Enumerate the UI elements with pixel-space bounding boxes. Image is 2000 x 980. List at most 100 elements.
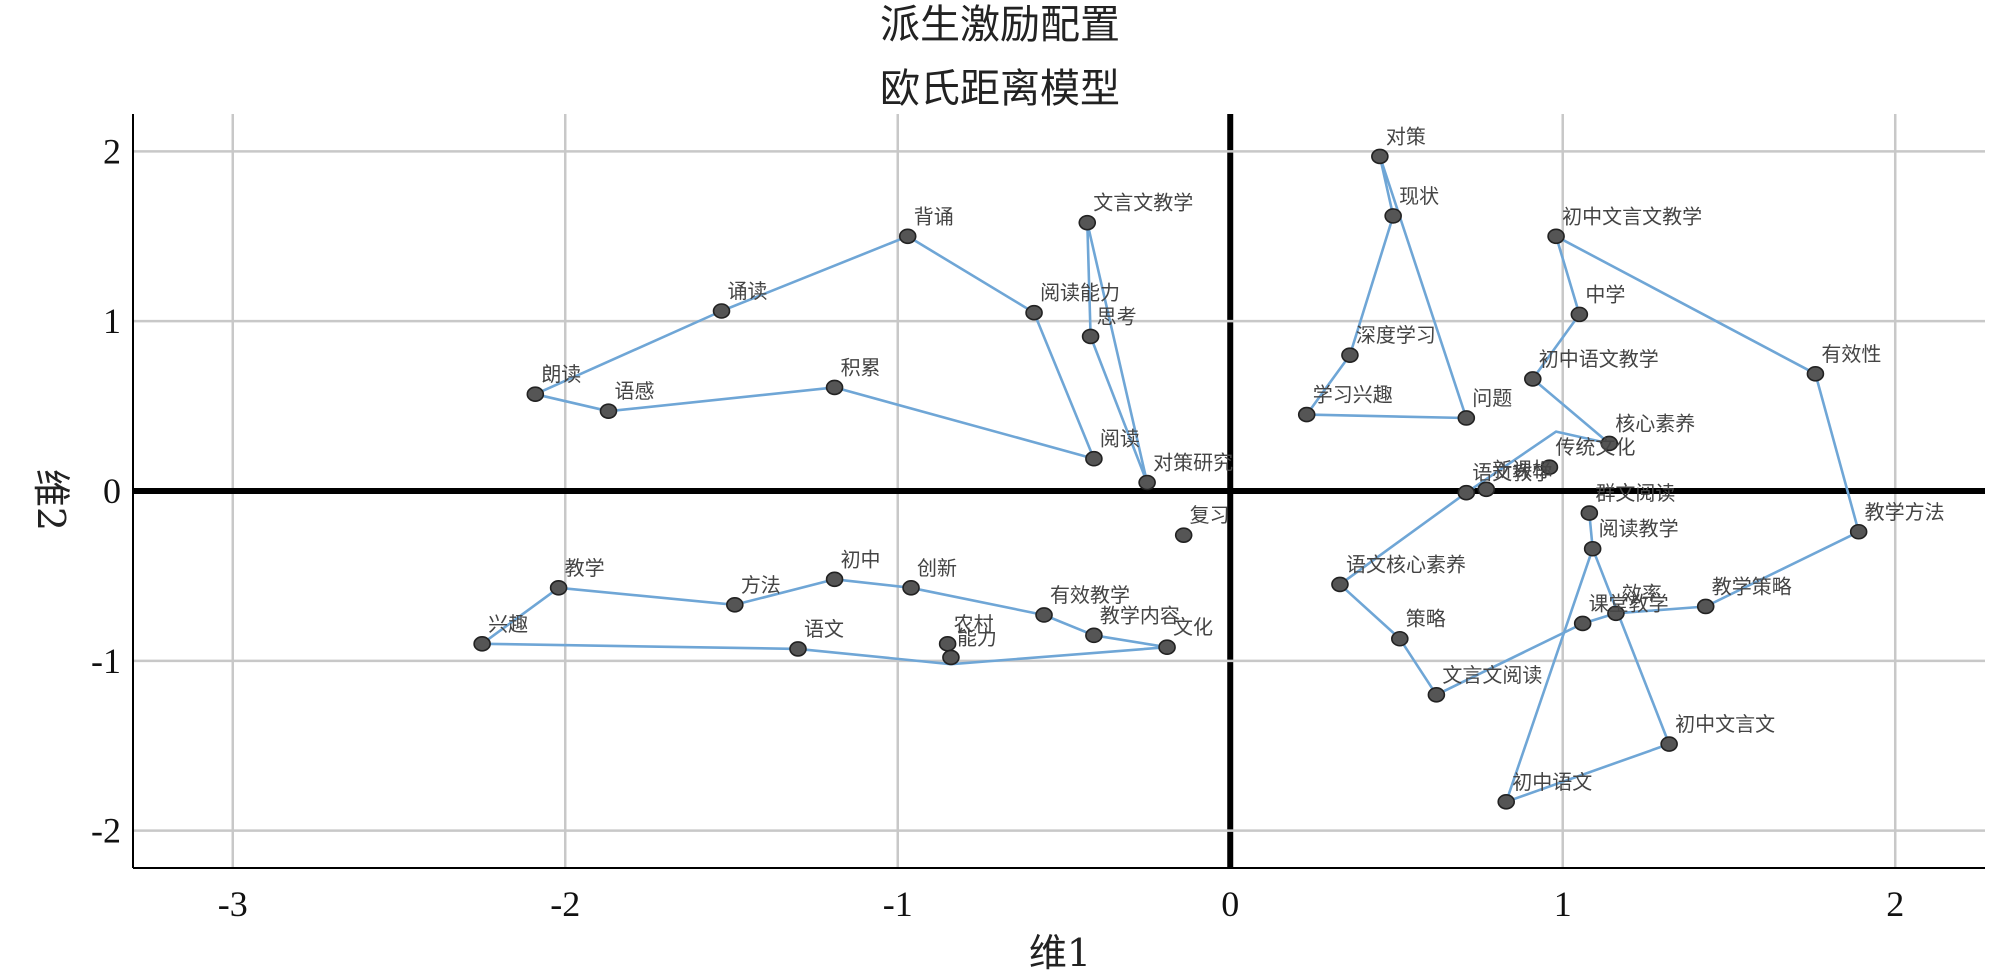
point-label: 文化 (1173, 615, 1213, 639)
data-point (1570, 306, 1589, 323)
data-point (942, 649, 960, 666)
data-point (1524, 371, 1542, 387)
data-point (549, 579, 568, 596)
point-label: 中学 (1585, 282, 1625, 306)
x-tick-label: -1 (883, 884, 913, 924)
point-label: 语文教学 (1472, 461, 1552, 485)
grid (132, 114, 1985, 869)
data-point (526, 386, 545, 403)
data-point (1477, 481, 1496, 498)
data-point (1497, 793, 1516, 810)
x-axis-title: 维1 (1029, 931, 1091, 975)
data-point (1035, 607, 1053, 623)
point-label: 有效性 (1821, 342, 1881, 366)
point-label: 语文 (804, 617, 844, 641)
point-label: 对策研究 (1153, 451, 1233, 475)
data-point (1540, 459, 1559, 476)
connecting-line (1338, 235, 1860, 697)
point-label: 问题 (1472, 386, 1512, 410)
point-label: 语感 (614, 379, 654, 403)
point-label: 方法 (741, 573, 781, 597)
data-point (1158, 639, 1176, 656)
point-label: 创新 (917, 556, 957, 580)
data-point (1391, 630, 1409, 647)
connecting-line (1465, 235, 1611, 494)
data-point (1457, 410, 1476, 426)
point-label: 新课标 (1492, 457, 1552, 481)
data-point (1547, 228, 1565, 245)
data-point (1138, 474, 1156, 491)
point-label: 朗读 (541, 362, 581, 386)
series-lines (481, 156, 1860, 804)
data-point (712, 303, 731, 319)
data-point (1600, 435, 1619, 452)
point-label: 初中语文教学 (1539, 347, 1659, 371)
point-label: 教学方法 (1865, 500, 1945, 524)
x-tick-label: 1 (1554, 884, 1572, 924)
point-label: 传统文化 (1555, 435, 1635, 459)
point-label: 效率 (1622, 581, 1662, 605)
connecting-line (1086, 222, 1149, 484)
data-point (1457, 484, 1476, 501)
connecting-line (534, 235, 1096, 461)
y-tick-label: 2 (103, 131, 121, 171)
data-point (473, 636, 491, 652)
data-point (789, 641, 807, 657)
data-point (1573, 615, 1592, 632)
data-point (1580, 505, 1599, 521)
data-point (1341, 347, 1359, 363)
data-point (1384, 208, 1402, 224)
data-point (1297, 406, 1316, 423)
point-label: 文言文教学 (1093, 191, 1193, 215)
data-point (1806, 366, 1825, 382)
x-tick-label: -2 (550, 884, 580, 924)
point-label: 复习 (1190, 503, 1230, 527)
y-axis-title: 维2 (29, 469, 73, 531)
data-point (1078, 214, 1097, 231)
y-tick-label: 0 (103, 471, 121, 511)
data-point (902, 579, 920, 596)
point-label: 现状 (1399, 184, 1439, 208)
data-point (1174, 527, 1193, 543)
point-label: 教学 (565, 556, 605, 580)
x-tick-label: 2 (1886, 884, 1904, 924)
chart-title: 派生激励配置 (880, 2, 1120, 48)
data-point (1331, 576, 1349, 593)
data-point (825, 379, 844, 396)
data-point (938, 636, 957, 652)
point-label: 学习兴趣 (1313, 383, 1393, 407)
point-label: 阅读教学 (1599, 517, 1679, 541)
data-point (1371, 148, 1389, 165)
point-label: 思考 (1097, 304, 1137, 328)
point-label: 教学内容 (1100, 603, 1180, 627)
point-label: 能力 (957, 625, 997, 649)
point-label: 深度学习 (1356, 323, 1436, 347)
x-tick-label: -3 (218, 884, 248, 924)
axis-ticks: -3 -2 -1 0 1 2 -2 -1 0 1 2 (91, 131, 1904, 924)
point-label: 积累 (841, 355, 881, 379)
point-label: 策略 (1406, 607, 1446, 631)
point-label: 初中文言文教学 (1562, 204, 1702, 228)
data-point (599, 403, 618, 419)
data-point (1085, 627, 1103, 644)
point-label: 文言文阅读 (1442, 663, 1542, 687)
point-label: 核心素养 (1615, 411, 1695, 435)
data-point (1607, 605, 1625, 622)
point-label: 初中 (841, 547, 881, 571)
data-point (1427, 686, 1446, 703)
point-label: 农村 (954, 612, 994, 636)
data-points (473, 148, 1868, 810)
y-tick-label: -1 (91, 641, 121, 681)
point-label: 阅读能力 (1040, 281, 1120, 305)
data-point (1583, 540, 1602, 557)
y-tick-label: 1 (103, 301, 121, 341)
point-label: 背诵 (914, 204, 954, 228)
data-point (1660, 736, 1678, 752)
connecting-line (1504, 512, 1671, 804)
connecting-line (1305, 156, 1468, 420)
point-label: 兴趣 (488, 612, 528, 636)
data-point (1085, 450, 1103, 467)
point-label: 语文核心素养 (1346, 552, 1466, 576)
